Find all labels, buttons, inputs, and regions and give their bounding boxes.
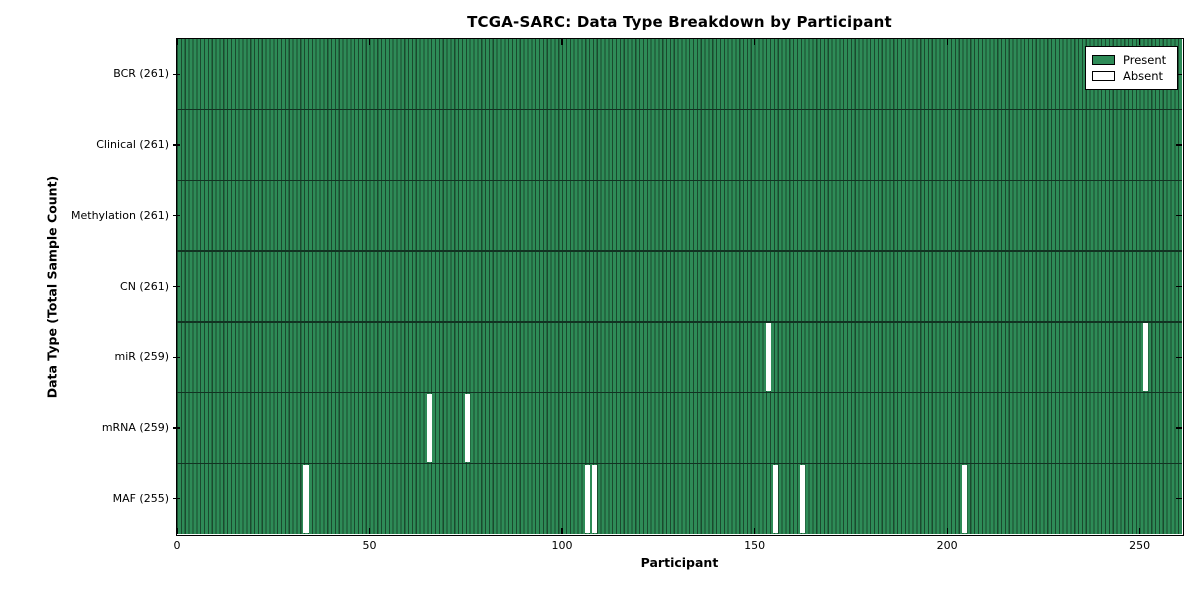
- y-tick-right: [1176, 427, 1182, 429]
- absent-gap-mRNA-65: [426, 393, 432, 462]
- x-tick-label: 0: [173, 539, 181, 552]
- y-tick-label-Methylation: Methylation (261): [71, 208, 169, 222]
- legend-item-absent: Absent: [1092, 68, 1171, 84]
- legend: Present Absent: [1085, 46, 1178, 90]
- absent-gap-MAF-33: [303, 464, 309, 533]
- y-tick-right: [1176, 215, 1182, 217]
- x-tick-top: [368, 39, 371, 45]
- x-tick-label: 250: [1129, 539, 1151, 552]
- absent-gap-MAF-162: [800, 464, 806, 533]
- plot-border: [175, 37, 1184, 536]
- row-separator: [177, 109, 1182, 111]
- legend-swatch-absent-icon: [1092, 71, 1115, 81]
- x-tick-label: 150: [744, 539, 766, 552]
- y-tick-left: [173, 498, 180, 500]
- x-tick-top: [561, 39, 563, 45]
- x-tick-top: [753, 39, 756, 45]
- x-tick-top: [946, 39, 948, 45]
- y-tick-right: [1176, 73, 1182, 75]
- y-tick-label-BCR: BCR (261): [113, 67, 169, 81]
- y-tick-left: [173, 144, 180, 146]
- y-tick-label-Clinical: Clinical (261): [96, 138, 169, 152]
- x-tick-label: 100: [551, 539, 573, 552]
- legend-label-present: Present: [1123, 53, 1167, 67]
- plot-area: [173, 37, 1184, 536]
- legend-item-present: Present: [1092, 52, 1171, 68]
- x-tick-bottom: [176, 528, 178, 534]
- x-tick-label: 50: [362, 539, 377, 552]
- y-tick-left: [173, 215, 180, 217]
- absent-gap-MAF-108: [592, 464, 598, 533]
- absent-gap-miR-251: [1142, 323, 1148, 392]
- x-tick-top: [1139, 39, 1141, 45]
- x-tick-label: 200: [936, 539, 958, 552]
- chart-title: TCGA-SARC: Data Type Breakdown by Partic…: [467, 13, 892, 31]
- y-tick-right: [1176, 356, 1182, 358]
- row-separator: [177, 462, 1182, 464]
- row-separator: [177, 250, 1182, 252]
- y-tick-label-CN: CN (261): [120, 279, 169, 293]
- x-tick-bottom: [946, 528, 948, 534]
- row-separator: [177, 179, 1182, 182]
- y-tick-label-mRNA: mRNA (259): [101, 420, 169, 434]
- absent-gap-MAF-106: [584, 464, 590, 533]
- row-separator: [177, 391, 1182, 394]
- absent-gap-MAF-155: [773, 464, 779, 533]
- legend-label-absent: Absent: [1123, 69, 1164, 83]
- y-tick-left: [173, 356, 180, 358]
- y-tick-left: [173, 73, 180, 75]
- legend-swatch-present-icon: [1092, 55, 1115, 65]
- y-tick-label-MAF: MAF (255): [112, 491, 169, 505]
- x-axis-label: Participant: [640, 555, 719, 570]
- x-tick-bottom: [1139, 528, 1141, 534]
- x-tick-bottom: [753, 528, 756, 534]
- y-tick-label-miR: miR (259): [114, 350, 170, 364]
- y-tick-right: [1176, 285, 1182, 288]
- row-separator: [177, 321, 1182, 323]
- absent-gap-MAF-204: [961, 464, 967, 533]
- y-tick-left: [173, 427, 180, 429]
- y-tick-left: [173, 285, 180, 288]
- absent-gap-mRNA-75: [465, 393, 471, 462]
- y-tick-right: [1176, 144, 1182, 146]
- absent-gap-miR-153: [765, 323, 771, 392]
- x-tick-top: [176, 39, 178, 45]
- x-tick-bottom: [368, 528, 371, 534]
- y-tick-right: [1176, 498, 1182, 500]
- x-tick-bottom: [561, 528, 563, 534]
